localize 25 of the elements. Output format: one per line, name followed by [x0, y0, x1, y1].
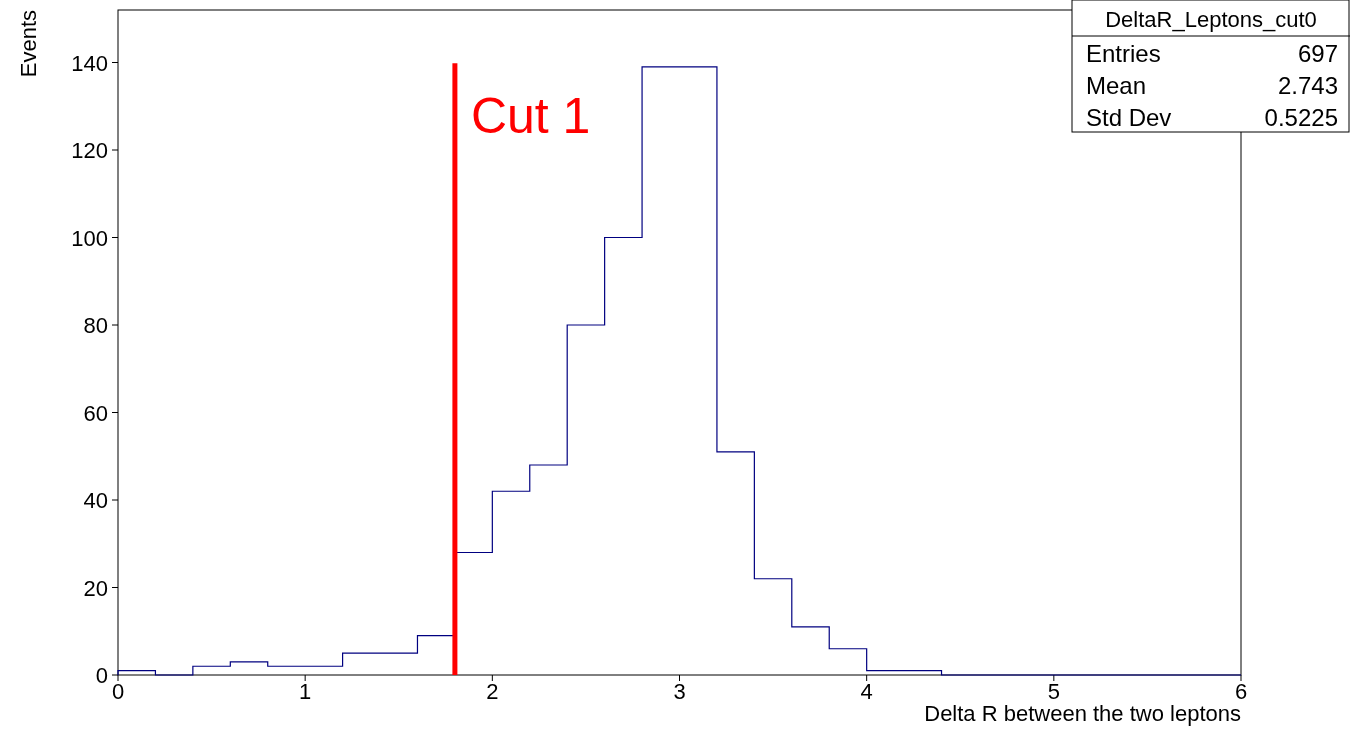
y-tick-label: 20 [83, 575, 108, 601]
x-tick-label: 4 [860, 679, 873, 704]
y-tick-label: 80 [83, 313, 108, 338]
ref-line-label: Cut 1 [470, 88, 591, 145]
x-axis-title: Delta R between the two leptons [924, 701, 1241, 726]
text: 0.5225 [1264, 104, 1338, 131]
annotation: Std Dev [1086, 104, 1172, 131]
y-tick-label: 120 [71, 138, 108, 163]
legend-title: DeltaR_Leptons_cut0 [1105, 7, 1317, 32]
x-tick-label: 3 [673, 679, 686, 704]
y-tick-label: 100 [71, 225, 108, 251]
text: 697 [1297, 40, 1338, 67]
y-tick-label: 0 [95, 663, 108, 688]
y-tick-label: 40 [83, 488, 108, 513]
x-tick-label: 2 [486, 679, 499, 704]
x-tick-label: 1 [299, 679, 312, 704]
annotation: Mean [1086, 72, 1147, 99]
y-tick-label: 140 [71, 50, 108, 76]
text: 2.743 [1277, 72, 1338, 99]
y-tick-label: 60 [83, 400, 108, 426]
y-axis-title: Events [16, 10, 41, 78]
x-tick-label: 0 [111, 679, 125, 704]
x-tick-label: 6 [1234, 679, 1248, 704]
annotation: Entries [1086, 40, 1161, 67]
x-tick-label: 5 [1047, 679, 1060, 704]
